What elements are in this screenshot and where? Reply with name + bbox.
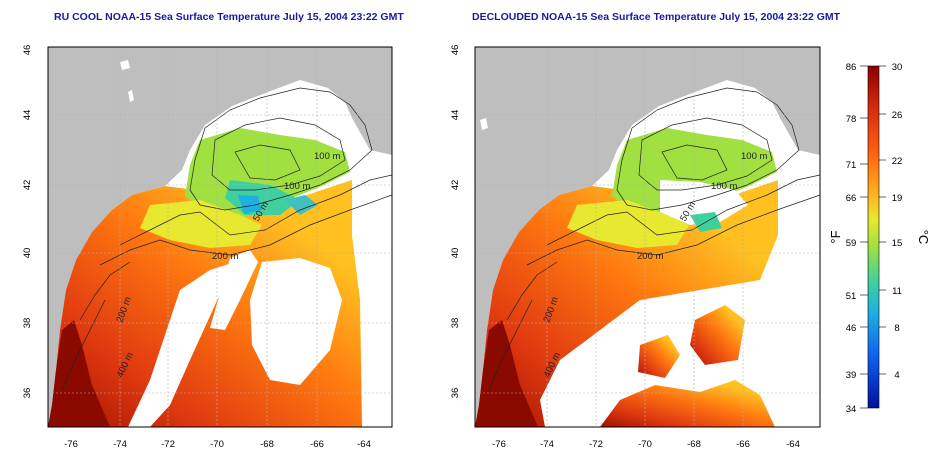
left-contour-label: 100 m — [314, 151, 340, 162]
left-map-panel: 100 m 100 m 50 m 200 m 200 m 400 m -76 -… — [22, 45, 393, 450]
left-map-plot — [47, 46, 393, 428]
colorbar-f-tick: 78 — [846, 114, 857, 125]
left-map-title: RU COOL NOAA-15 Sea Surface Temperature … — [54, 11, 404, 23]
right-map-panel: 100 m 100 m 50 m 200 m 200 m 400 m -76 -… — [450, 45, 821, 450]
colorbar-f-tick: 51 — [846, 291, 857, 302]
right-x-tick: -76 — [492, 439, 506, 450]
left-x-tick: -68 — [260, 439, 274, 450]
left-x-tick: -66 — [310, 439, 324, 450]
right-y-tick: 36 — [450, 388, 461, 399]
right-x-tick: -64 — [786, 439, 800, 450]
colorbar-c-tick: 22 — [892, 156, 903, 167]
right-contour-label: 100 m — [741, 151, 767, 162]
right-y-tick: 40 — [450, 248, 461, 259]
colorbar-f-tick: 71 — [846, 160, 857, 171]
left-x-tick: -74 — [113, 439, 127, 450]
right-warm-water — [475, 180, 778, 427]
fahrenheit-label: °F — [828, 230, 843, 243]
right-y-tick: 42 — [450, 180, 461, 191]
colorbar-c-tick: 30 — [892, 62, 903, 73]
right-y-tick: 38 — [450, 318, 461, 329]
right-map-plot — [474, 46, 821, 428]
colorbar-c-tick: 15 — [892, 238, 903, 249]
colorbar-c-tick: 26 — [892, 110, 903, 121]
left-x-tick: -76 — [64, 439, 78, 450]
colorbar-c-tick: 19 — [892, 193, 903, 204]
celsius-label: °C — [916, 230, 931, 245]
colorbar-c-tick: 11 — [892, 286, 902, 297]
left-y-tick: 40 — [22, 248, 33, 259]
right-x-tick: -66 — [736, 439, 750, 450]
colorbar-f-tick: 59 — [846, 238, 857, 249]
right-x-tick: -72 — [589, 439, 603, 450]
right-x-tick: -74 — [540, 439, 554, 450]
right-x-tick: -70 — [638, 439, 652, 450]
left-x-tick: -72 — [161, 439, 175, 450]
right-y-tick: 44 — [450, 110, 461, 121]
colorbar-f-tick: 66 — [846, 193, 857, 204]
colorbar-f-tick: 46 — [846, 323, 857, 334]
left-land — [48, 47, 392, 427]
colorbar-c-tick: 8 — [894, 323, 899, 334]
colorbar-gradient — [867, 65, 880, 409]
colorbar-f-tick: 34 — [846, 404, 857, 415]
right-map-title: DECLOUDED NOAA-15 Sea Surface Temperatur… — [472, 11, 841, 23]
left-contour-label: 100 m — [284, 181, 310, 192]
colorbar-f-tick: 86 — [846, 62, 857, 73]
left-x-tick: -64 — [357, 439, 371, 450]
left-x-tick: -70 — [210, 439, 224, 450]
colorbar: 86 78 71 66 59 51 46 39 34 30 26 22 19 1… — [828, 62, 931, 415]
right-contour-label: 200 m — [637, 251, 663, 262]
left-contour-label: 200 m — [212, 251, 238, 262]
left-y-tick: 38 — [22, 318, 33, 329]
left-y-tick: 44 — [22, 110, 33, 121]
right-x-tick: -68 — [687, 439, 701, 450]
right-land — [475, 47, 820, 427]
left-y-tick: 36 — [22, 388, 33, 399]
colorbar-f-tick: 39 — [846, 370, 857, 381]
left-y-tick: 42 — [22, 180, 33, 191]
right-cool-water — [612, 128, 777, 220]
right-contour-label: 100 m — [711, 181, 737, 192]
left-y-tick: 46 — [22, 45, 33, 56]
colorbar-c-tick: 4 — [894, 370, 899, 381]
right-y-tick: 46 — [450, 45, 461, 56]
